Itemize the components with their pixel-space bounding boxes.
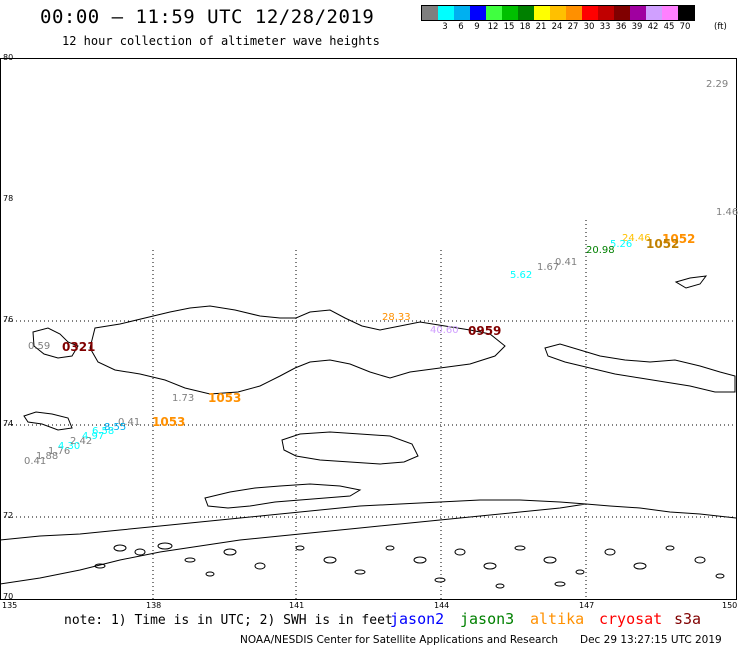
generated-timestamp: Dec 29 13:27:15 UTC 2019: [580, 634, 722, 646]
satellite-jason2: jason2: [390, 610, 445, 628]
legend-swatch: [630, 6, 646, 20]
lat-label: 76: [3, 315, 14, 324]
legend-swatch: [598, 6, 614, 20]
legend-label: 36: [615, 22, 627, 32]
small-islands: [94, 542, 725, 589]
map-frame: [0, 58, 737, 600]
legend-label: 6: [458, 22, 464, 32]
satellite-s3a: s3a: [674, 610, 702, 628]
lon-label: 138: [146, 601, 162, 610]
legend-label: 42: [647, 22, 659, 32]
wave-height-label: 8.55: [104, 422, 127, 433]
pass-time-label: 1052: [646, 237, 680, 251]
wave-height-label: 20.98: [586, 245, 615, 256]
legend-swatch: [550, 6, 566, 20]
wave-height-label: 1.67: [537, 262, 560, 273]
wave-height-label: 0.41: [118, 417, 141, 428]
wave-height-label: 0.59: [28, 341, 51, 352]
legend-swatch: [518, 6, 534, 20]
wave-height-label: 1.73: [172, 393, 195, 404]
wave-height-label: 4.30: [58, 441, 81, 452]
island-ne: [674, 275, 708, 289]
wave-height-label: 40.60: [430, 325, 459, 336]
south-east-coast: [585, 503, 737, 519]
wave-height-label: 2.42: [70, 436, 93, 447]
island-south: [204, 483, 362, 509]
lat-label: 80: [3, 53, 14, 62]
legend-label: 15: [503, 22, 515, 32]
pass-time-label: 1053: [208, 391, 242, 405]
island-west: [32, 327, 79, 359]
legend-label: 21: [535, 22, 547, 32]
legend-swatch: [614, 6, 630, 20]
pass-time-label: 1052: [662, 232, 696, 246]
legend-swatch: [502, 6, 518, 20]
lon-label: 150: [722, 601, 738, 610]
legend-swatch: [582, 6, 598, 20]
wave-height-label: 1.46: [716, 207, 739, 218]
legend-swatch: [438, 6, 454, 20]
lon-label: 147: [579, 601, 595, 610]
wave-height-label: 2.29: [706, 79, 729, 90]
legend-swatch: [678, 6, 694, 20]
legend-label: 27: [567, 22, 579, 32]
pass-time-label: 1053: [152, 415, 186, 429]
graticule: [0, 220, 736, 600]
main-coast: [89, 305, 506, 395]
coastlines: [0, 275, 737, 585]
legend-label: 24: [551, 22, 563, 32]
legend-swatch: [534, 6, 550, 20]
legend-label: 33: [599, 22, 611, 32]
legend-swatch: [454, 6, 470, 20]
lon-label: 135: [2, 601, 18, 610]
wave-height-label: 4.97: [82, 431, 105, 442]
lat-label: 70: [3, 592, 14, 601]
wave-height-label: 28.33: [382, 312, 411, 323]
legend-label: 12: [487, 22, 499, 32]
legend-swatch: [566, 6, 582, 20]
island-mid: [281, 431, 419, 465]
lat-label: 78: [3, 194, 14, 203]
legend-label: 70: [679, 22, 691, 32]
east-coast: [544, 343, 736, 393]
legend-swatch: [646, 6, 662, 20]
wave-height-label: 1.76: [48, 446, 71, 457]
legend-swatch: [486, 6, 502, 20]
wave-height-label: 5.62: [510, 270, 533, 281]
legend-label: 18: [519, 22, 531, 32]
color-legend: [421, 5, 695, 21]
pass-time-label: 0959: [468, 324, 502, 338]
lat-label: 74: [3, 419, 14, 428]
legend-swatch: [422, 6, 438, 20]
wave-height-label: 5.26: [610, 239, 633, 250]
legend-label: 9: [474, 22, 480, 32]
legend-label: 3: [442, 22, 448, 32]
credit-line: NOAA/NESDIS Center for Satellite Applica…: [240, 634, 558, 646]
legend-swatch: [470, 6, 486, 20]
island-74: [23, 411, 73, 431]
satellite-jason3: jason3: [460, 610, 515, 628]
wave-height-label: 6.58: [92, 426, 115, 437]
lon-label: 144: [434, 601, 450, 610]
satellite-cryosat: cryosat: [599, 610, 663, 628]
wave-height-label: 0.41: [24, 456, 47, 467]
legend-label: 30: [583, 22, 595, 32]
lat-label: 72: [3, 511, 14, 520]
pass-time-label: 0321: [62, 340, 96, 354]
map-title: 00:00 – 11:59 UTC 12/28/2019: [40, 6, 375, 28]
color-legend-labels: 3 6 9 12 15 18 21 24 27 30 33 36 39 42 45 70: [421, 22, 693, 32]
wave-height-label: 1.88: [36, 451, 59, 462]
satellite-altika: altika: [530, 610, 585, 628]
wave-height-label: 0.41: [555, 257, 578, 268]
legend-label: 45: [663, 22, 675, 32]
legend-swatch: [662, 6, 678, 20]
lon-label: 141: [289, 601, 305, 610]
south-coast: [0, 499, 587, 585]
wave-height-label: 24.46: [622, 233, 651, 244]
map-subtitle: 12 hour collection of altimeter wave hei…: [62, 34, 380, 48]
footer-note: note: 1) Time is in UTC; 2) SWH is in fe…: [64, 613, 393, 628]
legend-unit: (ft): [714, 22, 727, 32]
legend-label: 39: [631, 22, 643, 32]
